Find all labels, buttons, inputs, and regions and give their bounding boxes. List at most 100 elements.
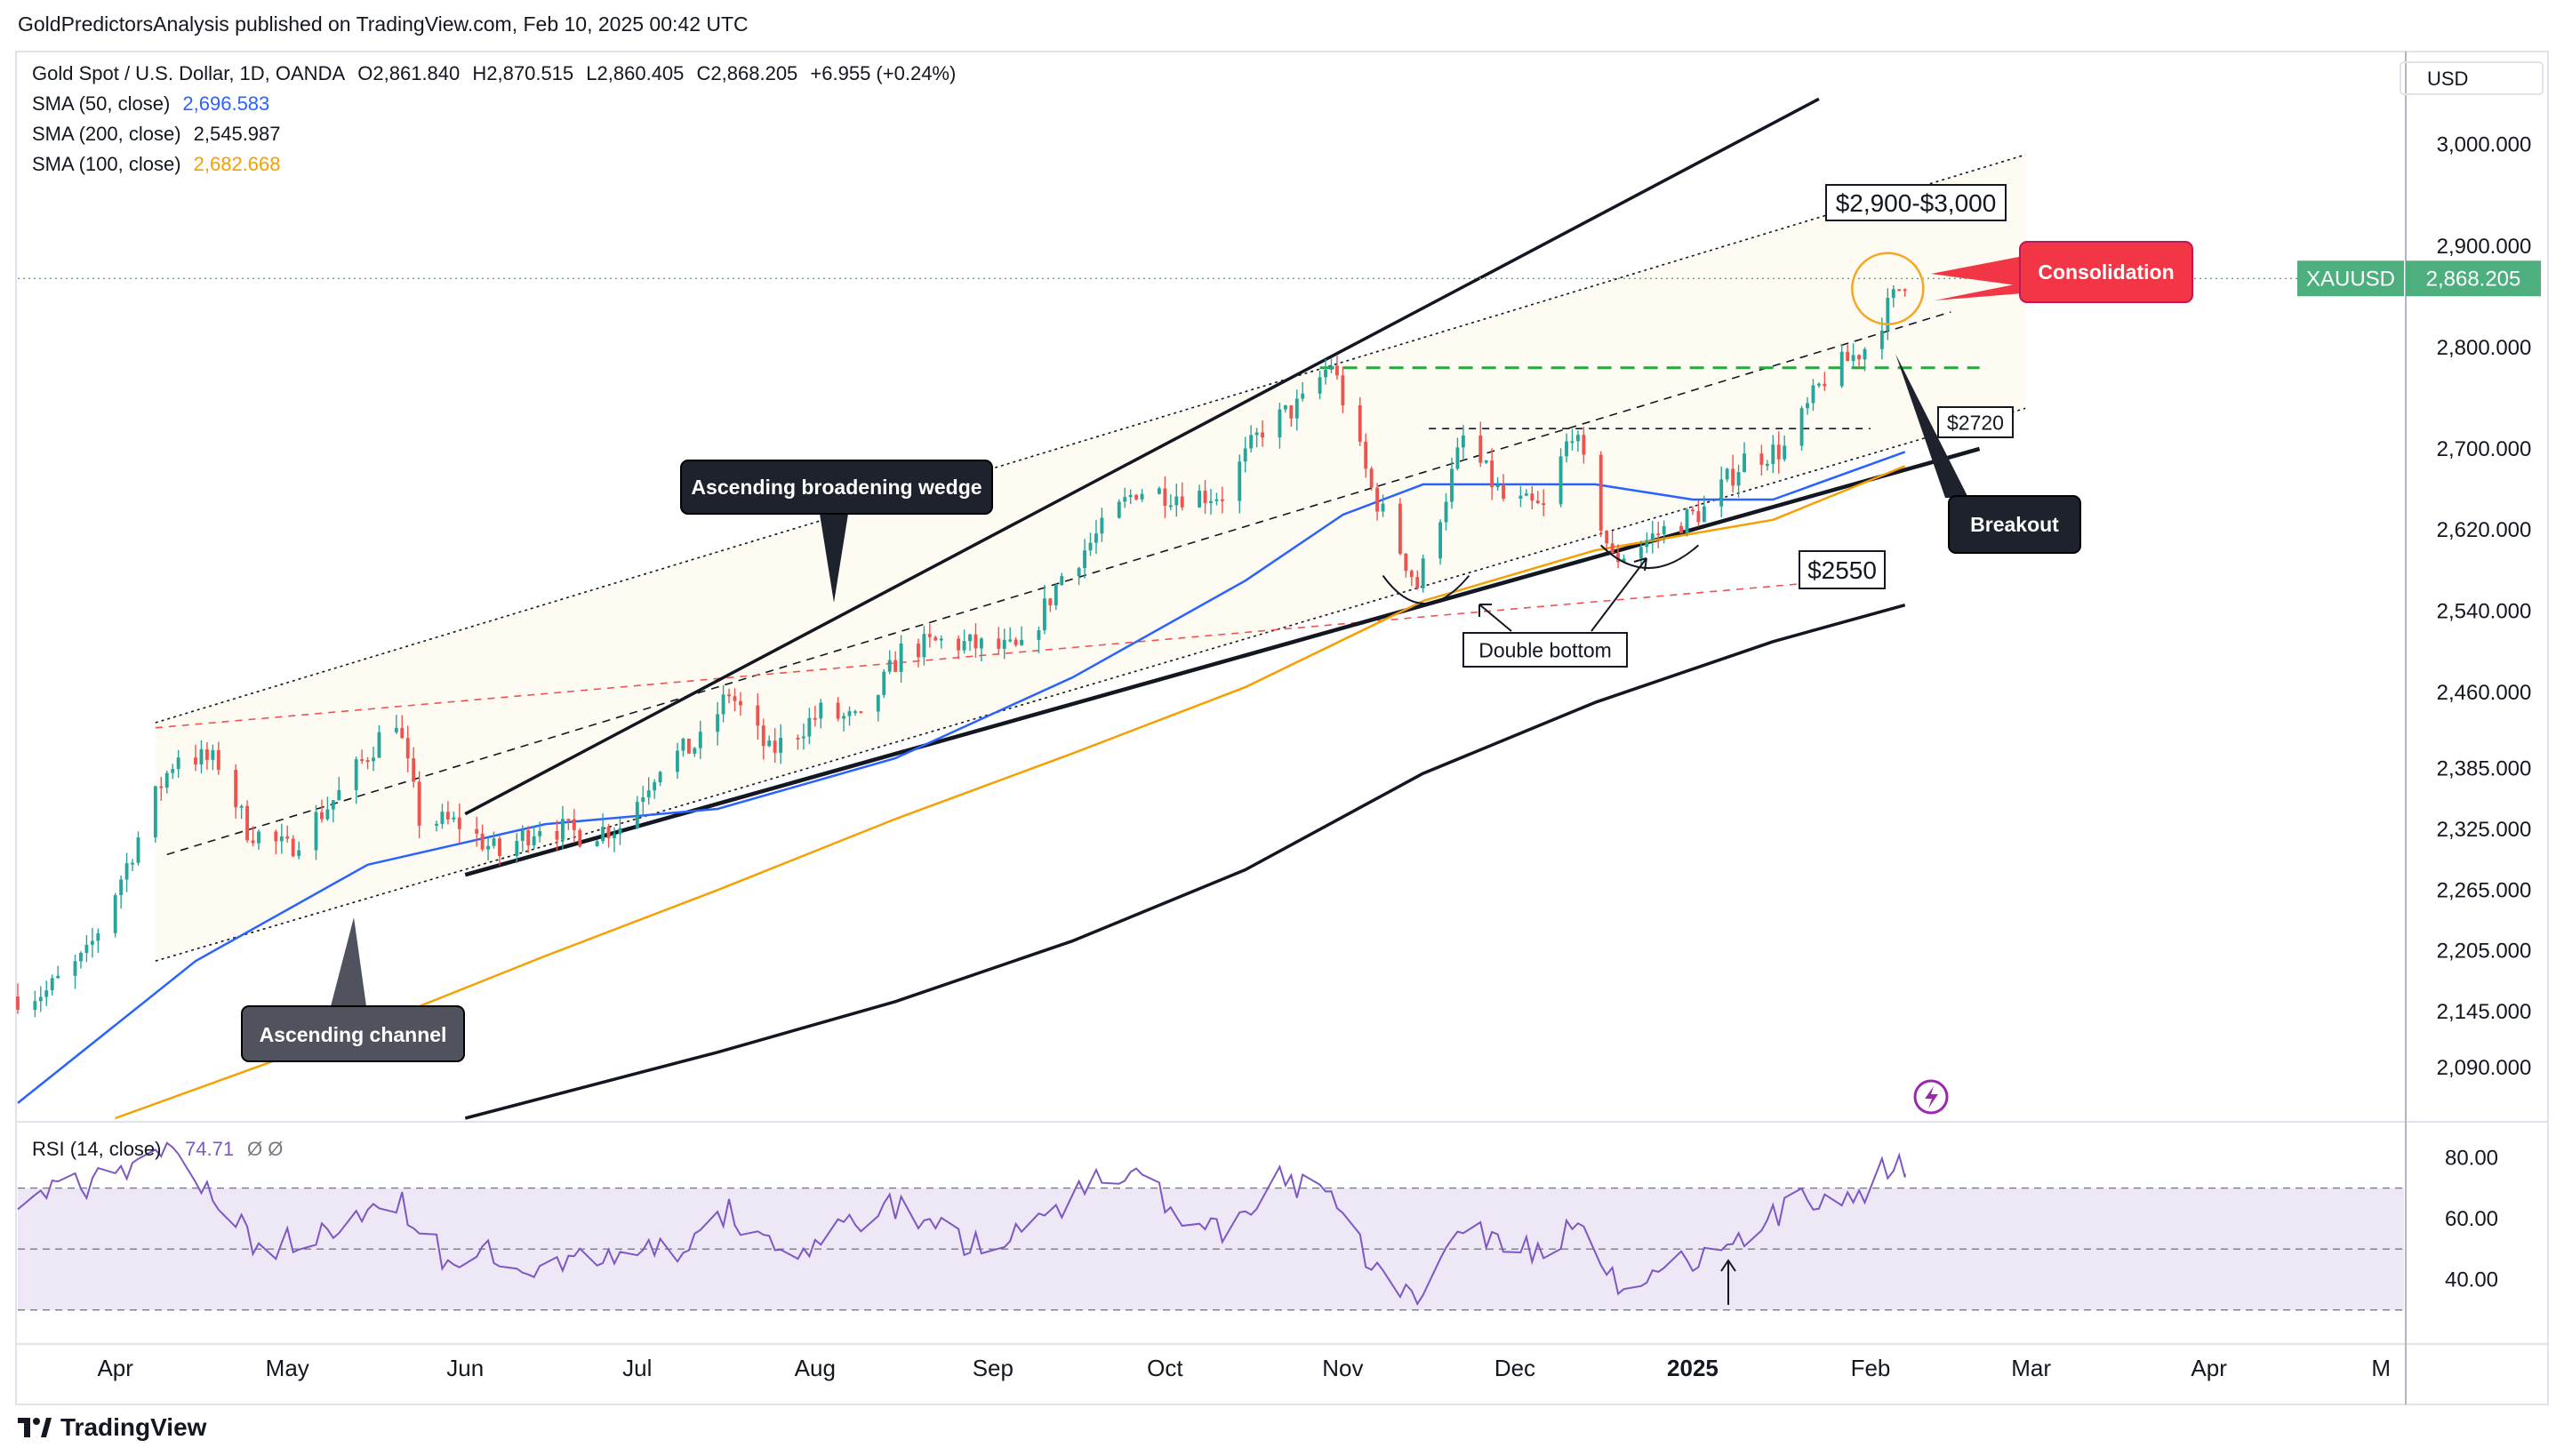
- candle[interactable]: [876, 694, 880, 722]
- candle[interactable]: [1209, 489, 1213, 516]
- candle[interactable]: [1696, 500, 1701, 527]
- candle[interactable]: [1450, 457, 1454, 509]
- candle[interactable]: [1771, 435, 1775, 474]
- candle[interactable]: [555, 820, 559, 852]
- candle[interactable]: [164, 770, 169, 794]
- candle[interactable]: [572, 809, 576, 844]
- candle[interactable]: [1261, 420, 1265, 447]
- candle[interactable]: [486, 837, 490, 860]
- candle[interactable]: [251, 826, 255, 847]
- candle[interactable]: [38, 986, 43, 1012]
- consolidation-circle[interactable]: [1851, 252, 1925, 325]
- candle[interactable]: [492, 831, 496, 849]
- candle[interactable]: [1163, 476, 1167, 518]
- candle[interactable]: [1083, 539, 1086, 579]
- legend-symbol[interactable]: Gold Spot / U.S. Dollar, 1D, OANDA: [32, 62, 346, 84]
- candle[interactable]: [1404, 553, 1408, 578]
- candle[interactable]: [1180, 482, 1184, 511]
- candle[interactable]: [1014, 636, 1018, 647]
- candle[interactable]: [1002, 628, 1006, 660]
- candle[interactable]: [1042, 585, 1046, 635]
- candle[interactable]: [1524, 489, 1528, 497]
- candle[interactable]: [457, 803, 461, 844]
- candle[interactable]: [1570, 428, 1574, 451]
- candle[interactable]: [44, 980, 49, 1006]
- candle[interactable]: [16, 983, 20, 1014]
- candle[interactable]: [1008, 627, 1013, 643]
- candle[interactable]: [291, 835, 295, 858]
- candle[interactable]: [1502, 474, 1505, 501]
- candle[interactable]: [1254, 428, 1259, 448]
- candle[interactable]: [216, 741, 220, 775]
- candle[interactable]: [475, 816, 479, 847]
- candle[interactable]: [1702, 495, 1706, 523]
- candle[interactable]: [560, 805, 565, 850]
- candle[interactable]: [1369, 466, 1374, 491]
- candle[interactable]: [917, 638, 920, 668]
- candle[interactable]: [325, 796, 330, 821]
- candle[interactable]: [1616, 544, 1621, 569]
- candle[interactable]: [578, 828, 582, 848]
- candle[interactable]: [1846, 344, 1850, 362]
- candle[interactable]: [1725, 468, 1729, 483]
- candle[interactable]: [1324, 358, 1327, 385]
- candle[interactable]: [819, 699, 823, 729]
- candle[interactable]: [1278, 403, 1282, 449]
- candle[interactable]: [721, 684, 725, 723]
- candle[interactable]: [119, 875, 124, 909]
- candle[interactable]: [1249, 425, 1254, 453]
- resistance-line-2550[interactable]: [155, 580, 1837, 729]
- candle[interactable]: [842, 712, 846, 732]
- candle[interactable]: [1806, 396, 1809, 415]
- wedge-lower-line[interactable]: [464, 446, 1981, 877]
- candle[interactable]: [1318, 371, 1322, 399]
- candle[interactable]: [1863, 347, 1867, 372]
- candle[interactable]: [239, 804, 244, 820]
- candle[interactable]: [836, 697, 840, 722]
- candle[interactable]: [234, 764, 238, 819]
- candle[interactable]: [641, 786, 645, 816]
- candle[interactable]: [716, 701, 720, 746]
- candle[interactable]: [1409, 569, 1414, 587]
- candle[interactable]: [1811, 379, 1815, 412]
- candle[interactable]: [1605, 530, 1609, 552]
- candle[interactable]: [933, 636, 938, 642]
- candle[interactable]: [153, 785, 157, 843]
- rsi-label[interactable]: RSI (14, close): [32, 1138, 162, 1160]
- candle[interactable]: [1341, 366, 1345, 413]
- candle[interactable]: [279, 823, 284, 854]
- candle[interactable]: [1857, 354, 1862, 369]
- candle[interactable]: [618, 818, 622, 845]
- candle[interactable]: [1575, 430, 1580, 452]
- candle[interactable]: [1839, 344, 1844, 388]
- candle[interactable]: [1077, 566, 1081, 586]
- tradingview-brand[interactable]: TradingView: [18, 1413, 206, 1442]
- candle[interactable]: [1238, 454, 1242, 514]
- candle[interactable]: [733, 688, 737, 712]
- candle[interactable]: [676, 742, 679, 780]
- candle[interactable]: [79, 951, 83, 969]
- candle[interactable]: [1535, 491, 1540, 504]
- candle[interactable]: [1598, 451, 1603, 538]
- candle[interactable]: [1495, 476, 1500, 491]
- candle[interactable]: [1100, 508, 1104, 542]
- candle[interactable]: [136, 831, 140, 866]
- candle[interactable]: [532, 826, 536, 850]
- candle[interactable]: [1444, 492, 1448, 531]
- candle[interactable]: [440, 804, 445, 829]
- candle[interactable]: [1094, 519, 1098, 554]
- candle[interactable]: [773, 728, 777, 764]
- candle[interactable]: [274, 829, 278, 855]
- candle[interactable]: [1060, 572, 1064, 586]
- candle[interactable]: [761, 718, 765, 760]
- candle[interactable]: [50, 974, 54, 996]
- candle[interactable]: [1157, 486, 1161, 495]
- candle[interactable]: [1329, 358, 1334, 373]
- candle[interactable]: [613, 828, 616, 852]
- wedge-callout[interactable]: Ascending broadening wedge: [680, 460, 993, 603]
- candle[interactable]: [417, 771, 421, 838]
- candle[interactable]: [693, 747, 697, 757]
- candle[interactable]: [1398, 498, 1402, 556]
- breakout-callout[interactable]: Breakout: [1895, 354, 2081, 554]
- candle[interactable]: [1203, 480, 1207, 515]
